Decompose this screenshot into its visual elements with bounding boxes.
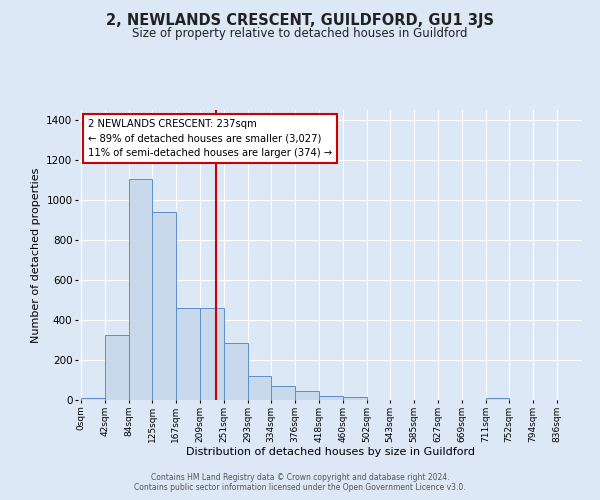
Text: 2, NEWLANDS CRESCENT, GUILDFORD, GU1 3JS: 2, NEWLANDS CRESCENT, GUILDFORD, GU1 3JS <box>106 12 494 28</box>
Bar <box>81 398 105 400</box>
Bar <box>271 386 295 400</box>
Text: Contains public sector information licensed under the Open Government Licence v3: Contains public sector information licen… <box>134 484 466 492</box>
Bar <box>128 179 152 400</box>
Bar <box>343 397 367 400</box>
X-axis label: Distribution of detached houses by size in Guildford: Distribution of detached houses by size … <box>185 448 475 458</box>
Bar <box>105 335 128 400</box>
Y-axis label: Number of detached properties: Number of detached properties <box>31 168 41 342</box>
Bar <box>295 391 319 400</box>
Text: Contains HM Land Registry data © Crown copyright and database right 2024.: Contains HM Land Registry data © Crown c… <box>151 474 449 482</box>
Bar <box>200 308 224 400</box>
Bar <box>319 396 343 400</box>
Text: Size of property relative to detached houses in Guildford: Size of property relative to detached ho… <box>132 28 468 40</box>
Bar <box>248 376 271 400</box>
Bar <box>152 212 176 400</box>
Bar <box>224 343 248 400</box>
Bar <box>176 308 200 400</box>
Bar <box>486 398 509 400</box>
Text: 2 NEWLANDS CRESCENT: 237sqm
← 89% of detached houses are smaller (3,027)
11% of : 2 NEWLANDS CRESCENT: 237sqm ← 89% of det… <box>88 118 332 158</box>
